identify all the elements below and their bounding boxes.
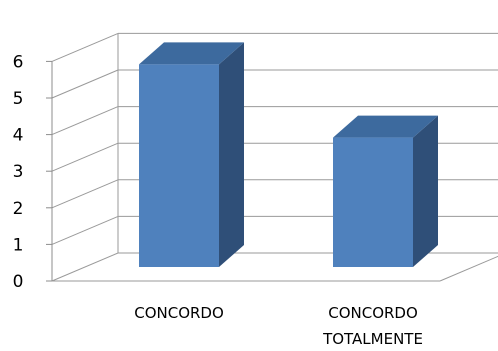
- y-tick-label: 0: [13, 272, 24, 292]
- category-label: CONCORDO: [134, 304, 224, 322]
- gridline-diagonal: [51, 215, 119, 245]
- category-label-line: TOTALMENTE: [322, 330, 423, 348]
- bar-side-face: [413, 115, 438, 267]
- gridline-diagonal: [51, 179, 119, 209]
- floor-right-edge: [439, 255, 498, 282]
- bar-top-face: [333, 115, 438, 138]
- category-label-line: CONCORDO: [328, 304, 418, 322]
- bars: [139, 42, 438, 268]
- bar-front-face: [333, 137, 413, 267]
- bar-side-face: [219, 42, 244, 268]
- gridline-diagonal: [51, 252, 119, 282]
- bar-front-face: [139, 64, 219, 268]
- gridline-diagonal: [51, 106, 119, 136]
- gridline-diagonal: [51, 32, 119, 62]
- y-tick-labels: 0 1 2 3 4 5 6: [13, 52, 24, 292]
- gridline-diagonal: [51, 142, 119, 172]
- y-tick-label: 4: [13, 126, 24, 146]
- gridline-diagonal: [51, 69, 119, 99]
- y-tick-label: 1: [13, 235, 24, 255]
- y-tick-label: 6: [13, 52, 24, 72]
- y-tick-label: 2: [13, 199, 24, 219]
- bar-top-face: [139, 42, 244, 65]
- category-label-line: CONCORDO: [134, 304, 224, 322]
- y-tick-label: 5: [13, 89, 24, 109]
- y-tick-label: 3: [13, 162, 24, 182]
- axes: [46, 33, 498, 282]
- category-label: CONCORDO TOTALMENTE: [322, 304, 423, 348]
- bar-1: [139, 42, 244, 268]
- category-labels: CONCORDO CONCORDO TOTALMENTE: [134, 304, 423, 348]
- bar-2: [333, 115, 438, 267]
